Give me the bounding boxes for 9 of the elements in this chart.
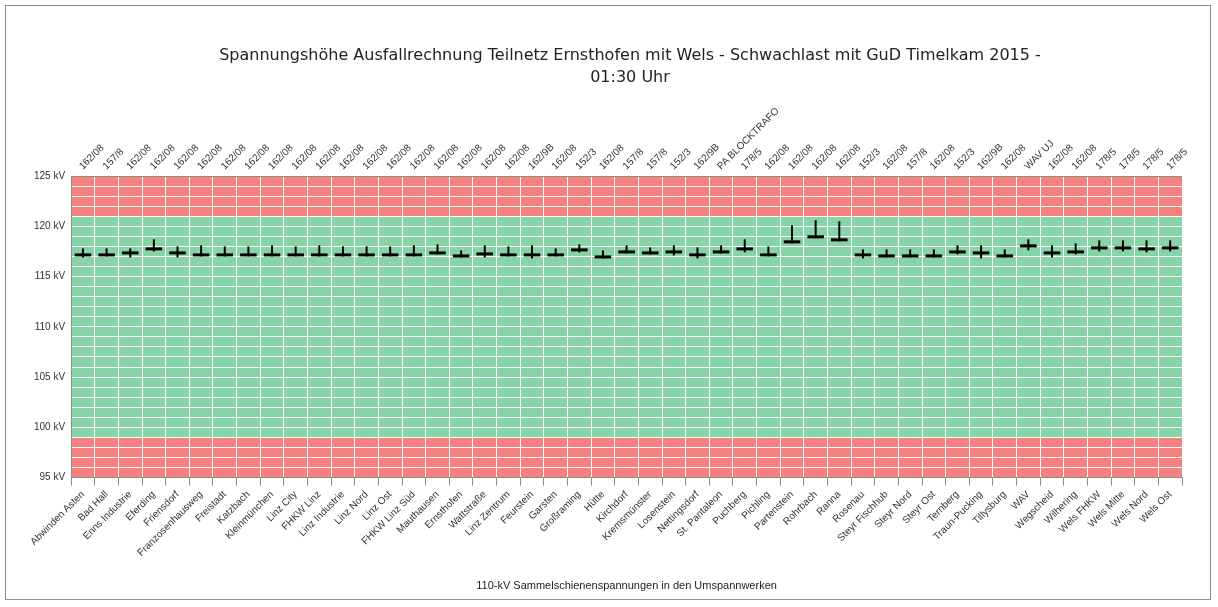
chart-title: Spannungshöhe Ausfallrechnung Teilnetz Ernsthofen mit Wels - Schwachlast mit GuD Timelkam 2015 - 01:30 Uhr (218, 44, 1042, 88)
y-tick-label: 110 kV (34, 320, 66, 332)
y-tick-label: 95 kV (39, 471, 66, 483)
y-tick-label: 125 kV (33, 169, 66, 181)
y-tick-label: 120 kV (33, 220, 66, 232)
y-tick-label: 105 kV (33, 370, 66, 382)
x-axis-title: 110-kV Sammelschienenspannungen in den Umspannwerken (476, 579, 777, 592)
y-tick-label: 100 kV (33, 421, 66, 433)
y-tick-label: 115 kV (34, 270, 66, 282)
